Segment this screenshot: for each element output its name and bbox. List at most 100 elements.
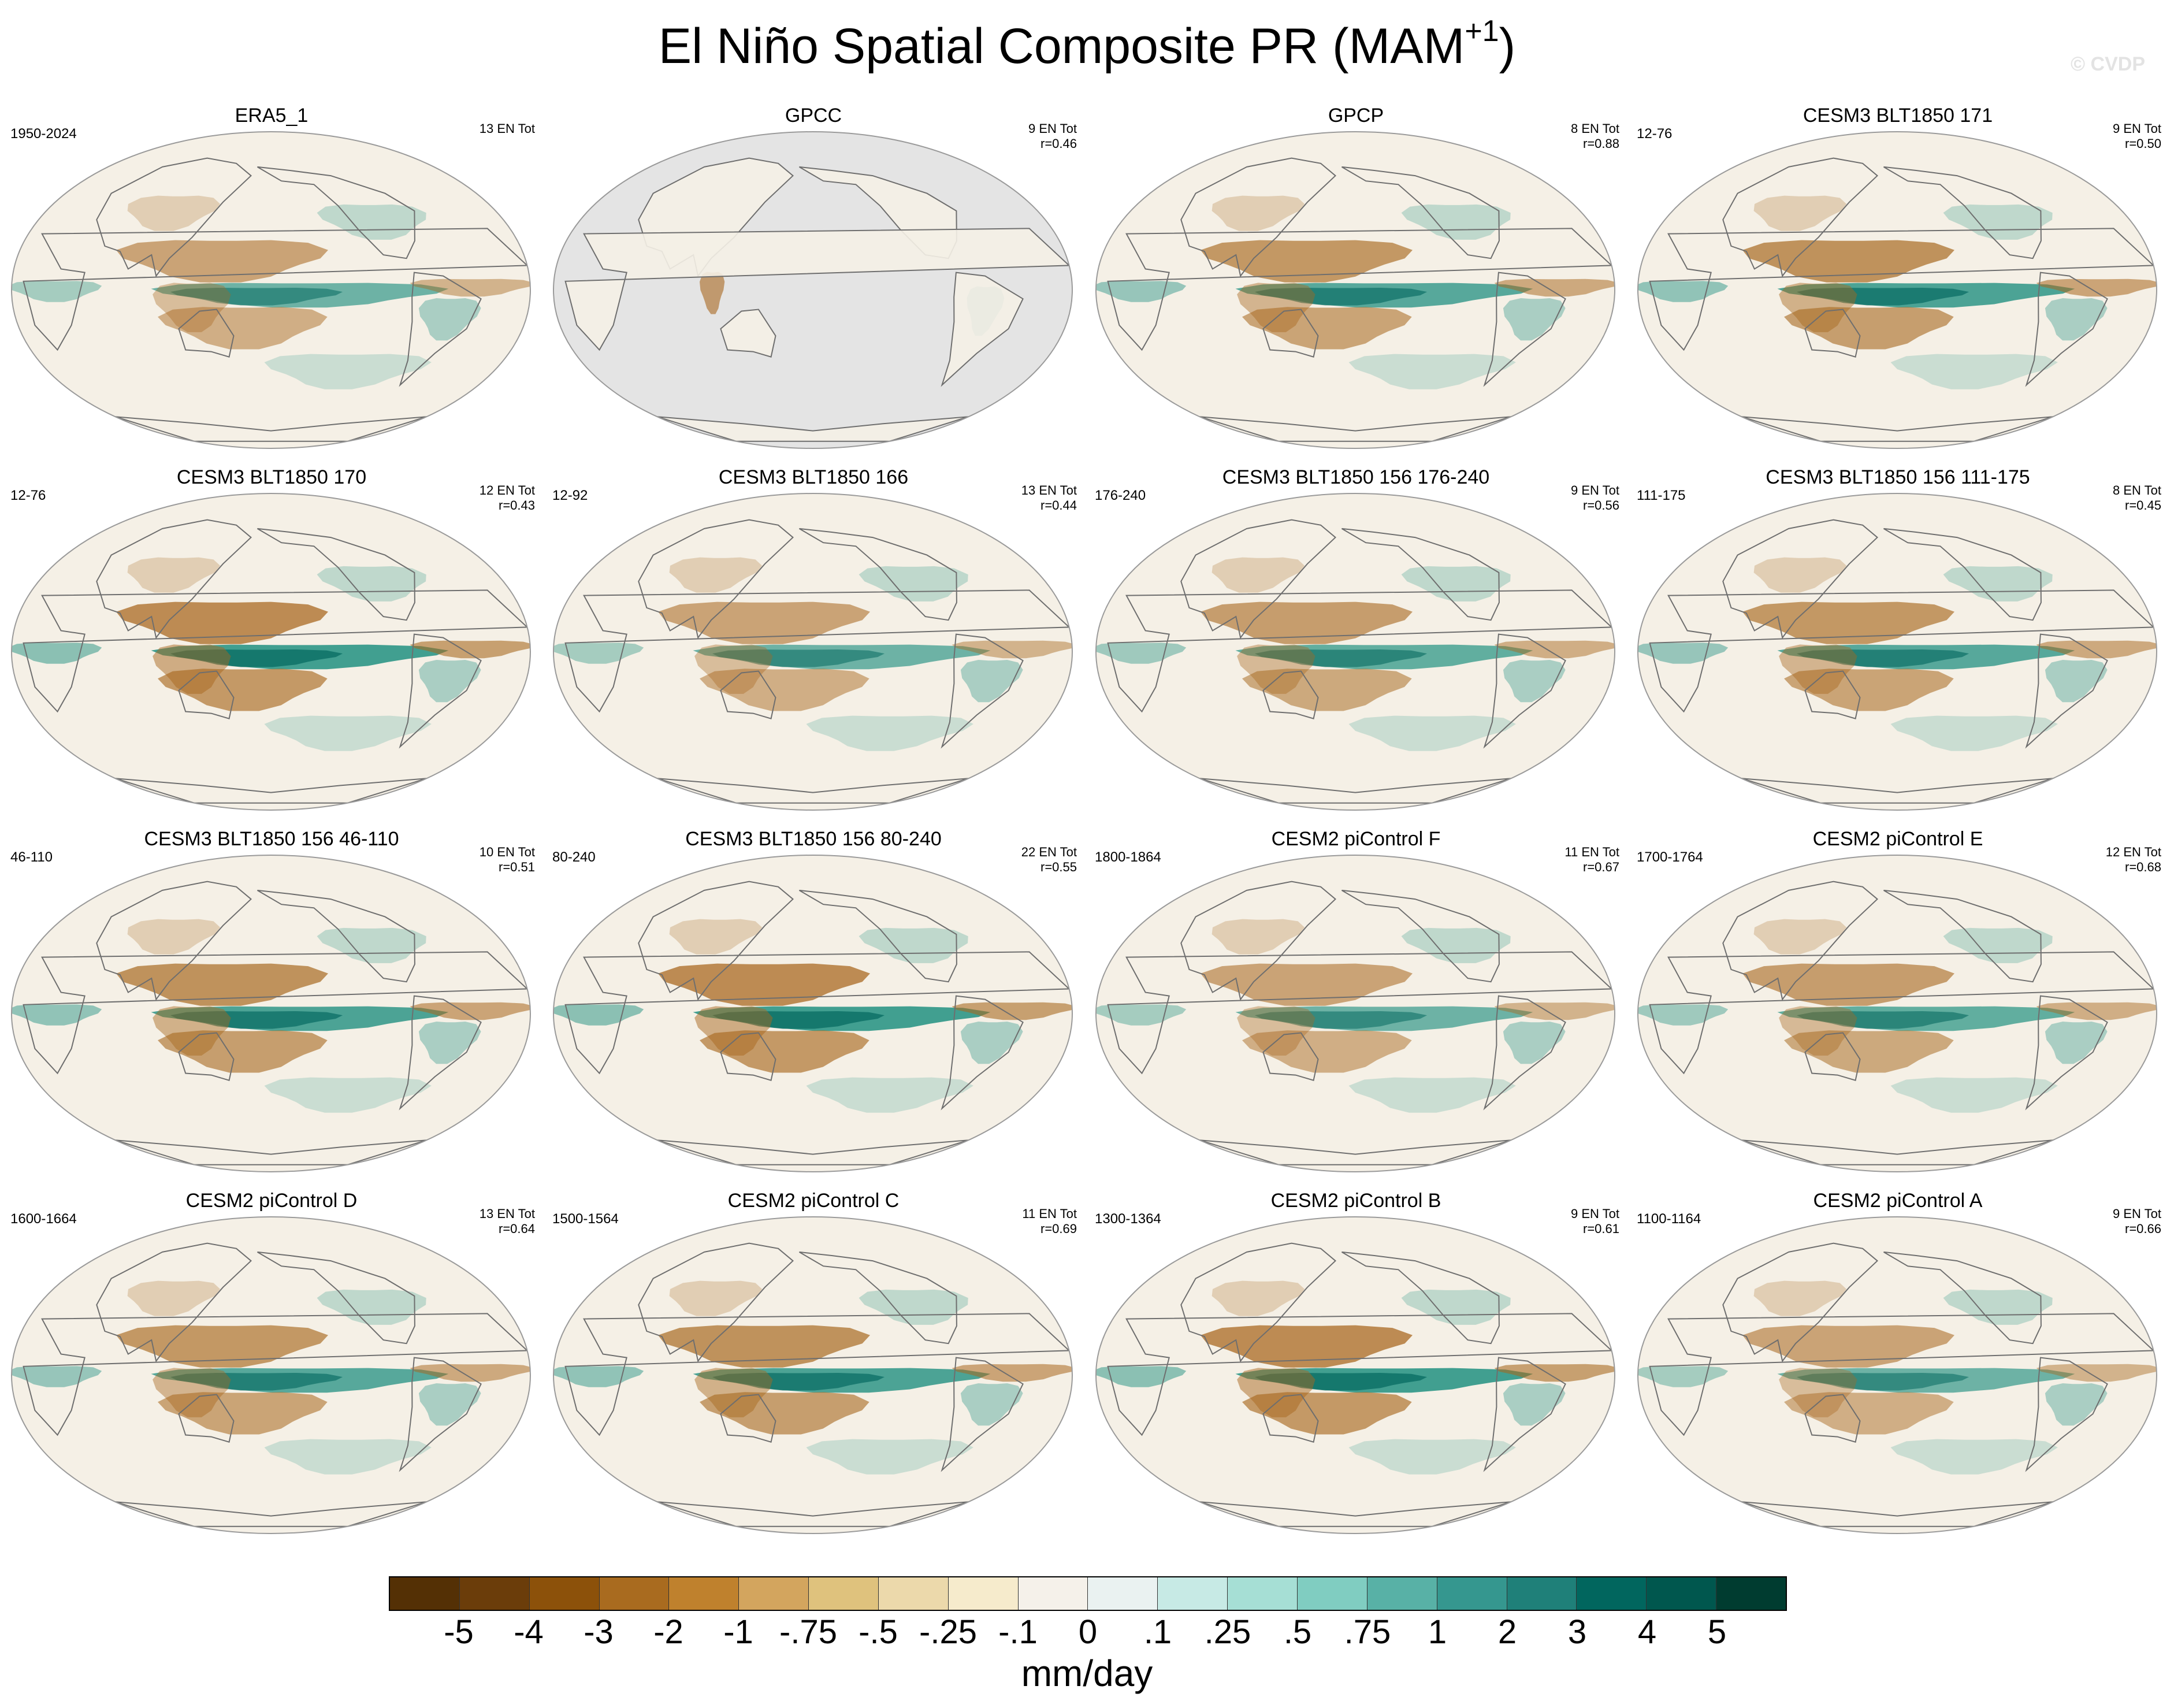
- colorbar-box: [1018, 1577, 1088, 1610]
- map-border: [11, 493, 531, 811]
- colorbar-box: [1228, 1577, 1298, 1610]
- north-america-outline: [1883, 889, 2042, 983]
- australia-outline: [1804, 1032, 1861, 1081]
- event-count: 13 EN Tot: [479, 121, 535, 136]
- anomaly-patch: [1753, 1280, 1847, 1316]
- australia-outline: [178, 1032, 235, 1081]
- africa-outline: [23, 1313, 529, 1436]
- south-america-outline: [2025, 633, 2108, 749]
- anomaly-patch: [1797, 649, 1969, 667]
- anomaly-patch: [694, 1006, 773, 1056]
- anomaly-patch: [1237, 1368, 1315, 1417]
- anomaly-patch: [700, 272, 725, 314]
- colorbar-tick-label: -.5: [859, 1613, 898, 1651]
- north-america-outline: [1341, 528, 1500, 621]
- antarctica-outline: [1199, 778, 1511, 804]
- anomaly-patch: [116, 963, 328, 1006]
- anomaly-patch: [952, 1364, 1072, 1382]
- anomaly-patch: [1212, 919, 1305, 955]
- anomaly-patch: [952, 1002, 1072, 1020]
- anomaly-patch: [1797, 1373, 1969, 1391]
- africa-outline: [564, 1313, 1071, 1436]
- south-america-outline: [941, 633, 1024, 749]
- anomaly-patch: [1753, 919, 1847, 955]
- asia-outline: [96, 157, 252, 277]
- anomaly-patch: [1742, 963, 1954, 1006]
- anomaly-patch: [418, 298, 481, 341]
- anomaly-patch: [669, 919, 763, 955]
- asia-outline: [1722, 519, 1879, 639]
- event-count: 8 EN Tot: [2113, 483, 2161, 497]
- anomaly-patch: [2036, 279, 2157, 297]
- anomaly-patch: [264, 1439, 432, 1475]
- antarctica-outline: [1741, 1501, 2053, 1527]
- south-america-outline: [1483, 633, 1566, 749]
- map-border: [11, 855, 531, 1172]
- panel-title: CESM3 BLT1850 156 111-175: [1766, 466, 2030, 488]
- north-america-outline: [1883, 1251, 2042, 1345]
- map-panel: GPCC 9 EN Tot r=0.46: [542, 104, 1085, 456]
- anomaly-patch: [170, 1011, 343, 1029]
- map-panel: CESM3 BLT1850 156 80-240 80-240 22 EN Tot r…: [542, 827, 1085, 1180]
- africa-outline: [564, 589, 1071, 713]
- panel-title: CESM3 BLT1850 170: [176, 466, 367, 488]
- anomaly-patch: [116, 240, 328, 283]
- event-count: 12 EN Tot: [2105, 845, 2161, 859]
- anomaly-patch: [158, 1392, 328, 1435]
- anomaly-patch: [153, 1006, 231, 1056]
- anomaly-patch: [1201, 963, 1413, 1006]
- colorbar-box: [390, 1577, 460, 1610]
- antarctica-outline: [1741, 1139, 2053, 1165]
- panel-stats: 13 EN Tot r=0.44: [1021, 483, 1077, 513]
- panel-stats: 12 EN Tot r=0.43: [480, 483, 535, 513]
- south-america-outline: [1483, 995, 1566, 1111]
- map-border: [1637, 493, 2157, 811]
- colorbar-box: [669, 1577, 739, 1610]
- pattern-correlation: r=0.69: [1040, 1221, 1077, 1236]
- global-map: [1637, 855, 2157, 1172]
- colorbar-tick-label: -5: [444, 1613, 474, 1651]
- pattern-correlation: r=0.43: [499, 498, 535, 513]
- antarctica-outline: [115, 1139, 427, 1165]
- map-panel: CESM3 BLT1850 171 12-76 9 EN Tot r=0.50: [1626, 104, 2169, 456]
- australia-outline: [720, 309, 776, 358]
- global-map: [11, 131, 531, 449]
- colorbar-tick-label: -.75: [779, 1613, 837, 1651]
- anomaly-patch: [1797, 288, 1969, 306]
- antarctica-outline: [115, 1501, 427, 1527]
- anomaly-patch: [1494, 279, 1615, 297]
- north-america-outline: [798, 528, 957, 621]
- anomaly-patch: [1742, 240, 1954, 283]
- panel-title: CESM2 piControl D: [185, 1190, 358, 1212]
- title-superscript: +1: [1465, 14, 1499, 48]
- australia-outline: [1804, 670, 1861, 719]
- australia-outline: [720, 1394, 776, 1443]
- colorbar-box: [1158, 1577, 1228, 1610]
- anomaly-patch: [694, 644, 773, 694]
- map-border: [1095, 1216, 1615, 1534]
- anomaly-patch: [658, 601, 870, 644]
- map-border: [553, 855, 1073, 1172]
- anomaly-patch: [1784, 307, 1954, 350]
- asia-outline: [96, 519, 252, 639]
- australia-outline: [178, 1394, 235, 1443]
- event-count: 9 EN Tot: [2113, 121, 2161, 136]
- colorbar-box: [1507, 1577, 1577, 1610]
- map-panel: CESM2 piControl B 1300-1364 9 EN Tot r=0.61: [1084, 1189, 1627, 1542]
- pattern-correlation: r=0.56: [1583, 498, 1619, 513]
- anomaly-patch: [712, 1011, 885, 1029]
- anomaly-patch: [410, 640, 530, 659]
- anomaly-patch: [170, 1373, 343, 1391]
- anomaly-patch: [669, 1280, 763, 1316]
- panel-stats: 22 EN Tot r=0.55: [1021, 845, 1077, 875]
- map-panel: CESM3 BLT1850 166 12-92 13 EN Tot r=0.44: [542, 466, 1085, 818]
- panel-stats: 11 EN Tot r=0.69: [1022, 1206, 1077, 1237]
- anomaly-patch: [1237, 1006, 1315, 1056]
- anomaly-patch: [1797, 1011, 1969, 1029]
- panel-period: 12-76: [1637, 126, 1673, 142]
- africa-outline: [23, 589, 529, 713]
- colorbar-tick-label: -1: [723, 1613, 753, 1651]
- north-america-outline: [257, 166, 415, 259]
- event-count: 9 EN Tot: [1028, 121, 1077, 136]
- map-border: [1095, 493, 1615, 811]
